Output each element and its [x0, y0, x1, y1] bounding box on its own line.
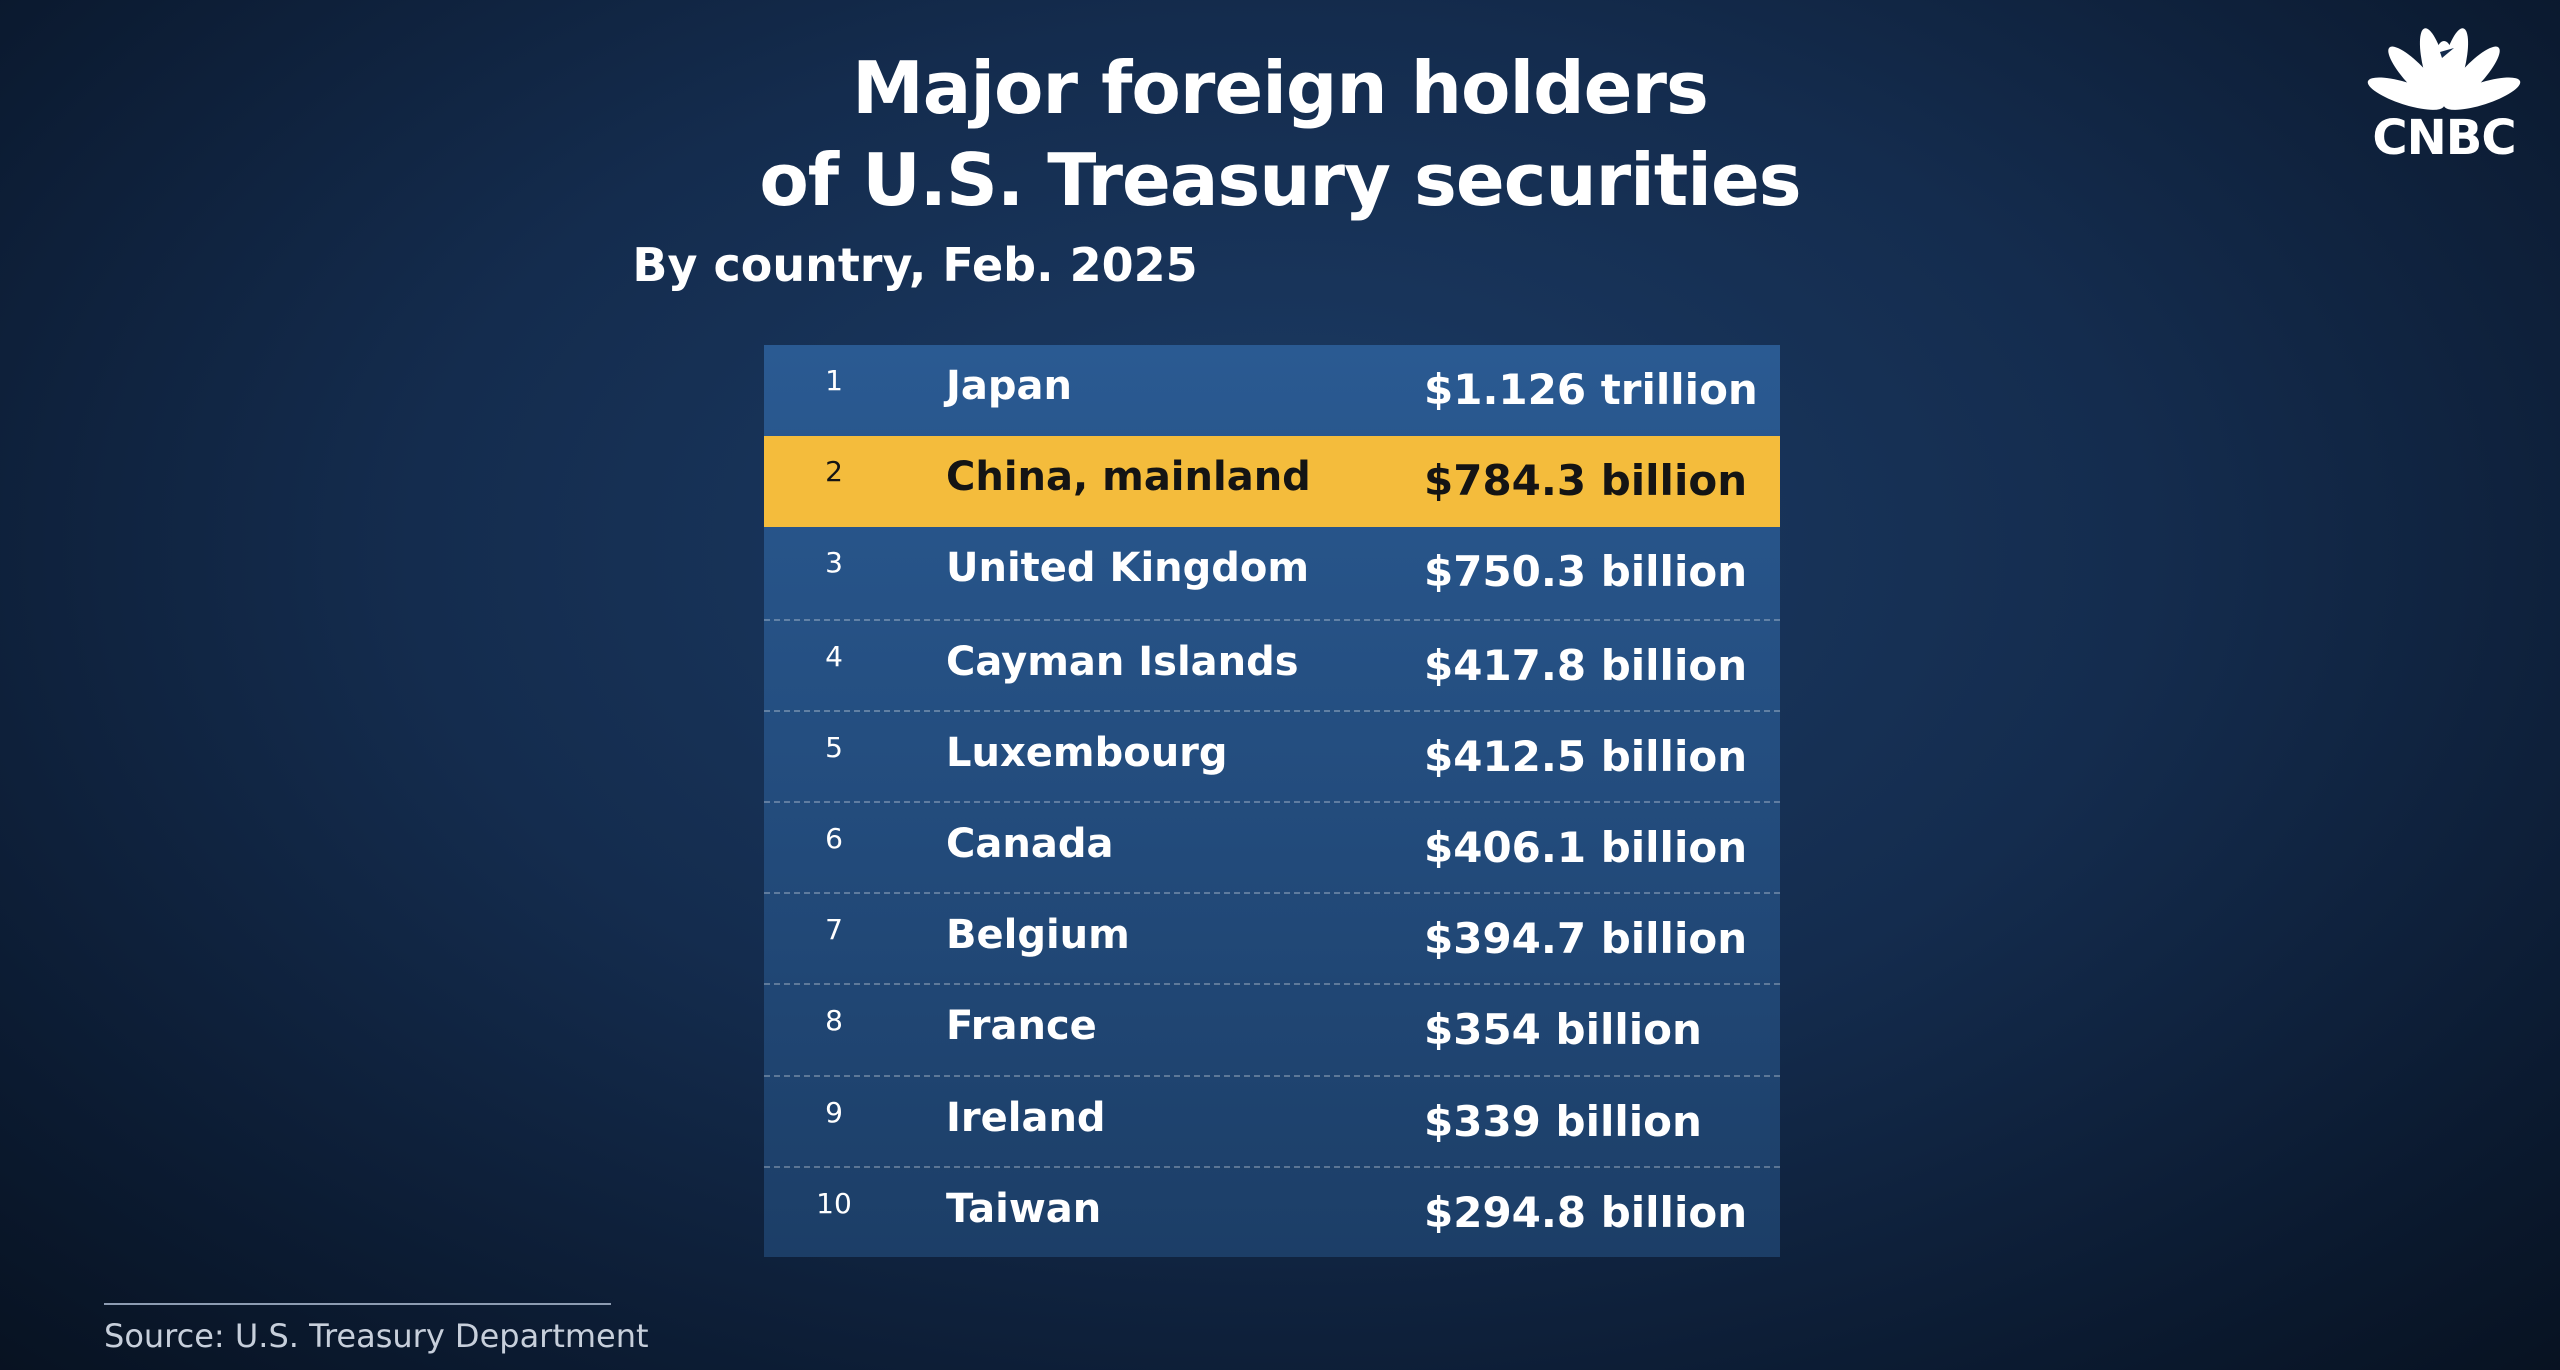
value-cell: $354 billion — [1424, 1005, 1702, 1055]
table-row: 7 Belgium $394.7 billion — [764, 892, 1780, 983]
table-row: 1 Japan $1.126 trillion — [764, 345, 1780, 436]
table-row: 6 Canada $406.1 billion — [764, 801, 1780, 892]
chart-title: Major foreign holders of U.S. Treasury s… — [0, 42, 2560, 226]
country-cell: France — [946, 1003, 1097, 1050]
country-cell: Cayman Islands — [946, 638, 1299, 685]
rank-cell: 1 — [825, 364, 843, 397]
table-row: 8 France $354 billion — [764, 983, 1780, 1074]
country-cell: Ireland — [946, 1094, 1106, 1141]
table-row: 5 Luxembourg $412.5 billion — [764, 709, 1780, 801]
logo-text: CNBC — [2372, 110, 2516, 166]
rank-cell: 7 — [825, 913, 843, 947]
value-cell: $417.8 billion — [1424, 640, 1748, 690]
title-line-1: Major foreign holders — [852, 46, 1709, 130]
table-row: 4 Cayman Islands $417.8 billion — [764, 618, 1780, 710]
value-cell: $750.3 billion — [1424, 547, 1748, 597]
country-cell: Luxembourg — [946, 729, 1228, 776]
source-note: Source: U.S. Treasury Department — [104, 1317, 649, 1355]
value-cell: $406.1 billion — [1424, 823, 1748, 872]
value-cell: $294.8 billion — [1424, 1187, 1748, 1237]
title-line-2: of U.S. Treasury securities — [759, 138, 1801, 222]
country-cell: Belgium — [946, 912, 1130, 959]
rank-cell: 10 — [816, 1186, 852, 1220]
table-row: 10 Taiwan $294.8 billion — [764, 1165, 1780, 1257]
country-cell: China, mainland — [946, 454, 1311, 501]
holders-table: 1 Japan $1.126 trillion 2 China, mainland $78… — [764, 345, 1780, 1257]
country-cell: United Kingdom — [946, 545, 1310, 592]
source-divider — [104, 1303, 611, 1305]
value-cell: $1.126 trillion — [1424, 365, 1758, 414]
peacock-icon — [2367, 28, 2521, 110]
rank-cell: 3 — [825, 546, 843, 580]
table-row: 9 Ireland $339 billion — [764, 1074, 1780, 1166]
rank-cell: 5 — [825, 730, 843, 764]
value-cell: $412.5 billion — [1424, 731, 1748, 781]
cnbc-logo: CNBC — [2358, 22, 2530, 166]
rank-cell: 4 — [825, 639, 843, 673]
value-cell: $339 billion — [1424, 1096, 1702, 1146]
rank-cell: 2 — [825, 455, 843, 489]
table-row: 2 China, mainland $784.3 billion — [764, 436, 1780, 528]
value-cell: $394.7 billion — [1424, 914, 1748, 964]
rank-cell: 9 — [825, 1095, 843, 1129]
rank-cell: 8 — [825, 1004, 843, 1038]
value-cell: $784.3 billion — [1424, 456, 1748, 506]
country-cell: Canada — [946, 821, 1114, 867]
rank-cell: 6 — [825, 822, 843, 855]
country-cell: Japan — [946, 363, 1072, 409]
table-row: 3 United Kingdom $750.3 billion — [764, 527, 1780, 618]
chart-subtitle: By country, Feb. 2025 — [632, 238, 1198, 292]
country-cell: Taiwan — [946, 1185, 1102, 1232]
